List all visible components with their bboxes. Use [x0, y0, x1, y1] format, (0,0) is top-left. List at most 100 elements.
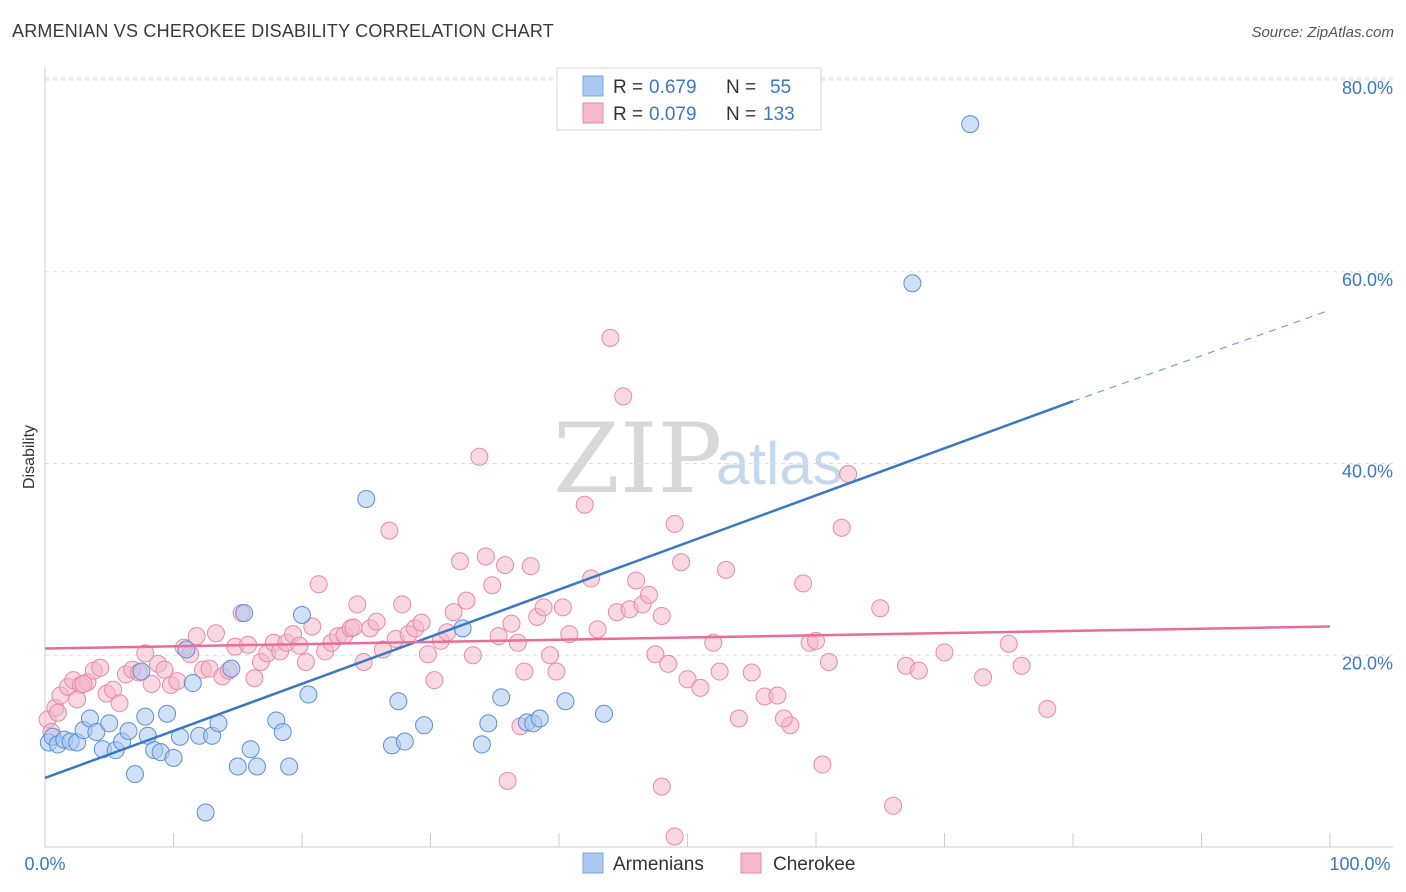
cherokee-point	[627, 571, 646, 590]
cherokee-point	[710, 662, 729, 681]
cherokee-point	[832, 518, 851, 537]
armenian-point	[164, 748, 183, 767]
armenian-points	[39, 115, 980, 822]
cherokee-point	[444, 603, 463, 622]
cherokee-point	[534, 598, 553, 617]
cherokee-point	[344, 618, 363, 637]
y-tick-label: 20.0%	[1342, 653, 1393, 673]
cherokee-point	[871, 599, 890, 618]
cherokee-point	[48, 703, 67, 722]
cherokee-point	[483, 576, 502, 595]
cherokee-point	[794, 574, 813, 593]
legend-r-value-armenians: 0.679	[649, 77, 697, 98]
cherokee-point	[91, 658, 110, 677]
cherokee-point	[1012, 656, 1031, 675]
armenian-point	[395, 732, 414, 751]
armenian-point	[241, 740, 260, 759]
armenian-point	[273, 722, 292, 741]
x-tick-label-min: 0.0%	[24, 854, 65, 874]
armenian-trend-line	[44, 400, 1074, 780]
trend-lines	[44, 309, 1331, 780]
cherokee-point	[652, 606, 671, 625]
cherokee-point	[974, 668, 993, 687]
cherokee-point	[502, 614, 521, 633]
cherokee-point	[187, 627, 206, 646]
cherokee-point	[819, 652, 838, 671]
legend-r-value-cherokee: 0.079	[649, 104, 697, 125]
cherokee-point	[729, 709, 748, 728]
armenian-point	[132, 662, 151, 681]
cherokee-point	[575, 495, 594, 514]
cherokee-point	[541, 646, 560, 665]
cherokee-point	[142, 675, 161, 694]
cherokee-point	[659, 654, 678, 673]
cherokee-point	[425, 671, 444, 690]
armenian-point	[594, 704, 613, 723]
armenian-point	[183, 674, 202, 693]
cherokee-point	[74, 675, 93, 694]
source-credit: Source: ZipAtlas.com	[1251, 24, 1394, 41]
cherokee-point	[290, 636, 309, 655]
y-tick-label: 60.0%	[1342, 270, 1393, 290]
bottom-legend-swatch-cherokee	[740, 852, 762, 874]
cherokee-point	[717, 560, 736, 579]
armenian-point	[235, 604, 254, 623]
y-tick-label: 40.0%	[1342, 462, 1393, 482]
cherokee-point	[704, 633, 723, 652]
cherokee-point	[521, 557, 540, 576]
cherokee-point	[639, 585, 658, 604]
armenian-point	[177, 640, 196, 659]
armenian-point	[389, 692, 408, 711]
armenian-point	[479, 714, 498, 733]
cherokee-point	[367, 612, 386, 631]
cherokee-point	[309, 575, 328, 594]
armenian-point	[903, 274, 922, 293]
cherokee-point	[839, 465, 858, 484]
cherokee-point	[136, 644, 155, 663]
legend-n-value-armenians: 55	[770, 77, 791, 98]
cherokee-point	[547, 662, 566, 681]
chart-title: ARMENIAN VS CHEROKEE DISABILITY CORRELAT…	[12, 21, 554, 41]
legend-swatch-cherokee	[582, 102, 604, 124]
cherokee-point	[380, 521, 399, 540]
cherokee-trend-line	[44, 625, 1331, 650]
armenian-point	[222, 659, 241, 678]
armenian-point	[158, 704, 177, 723]
cherokee-point	[665, 514, 684, 533]
cherokee-point	[206, 624, 225, 643]
armenian-point	[357, 489, 376, 508]
legend-r-label-cherokee: R =	[613, 104, 643, 125]
cherokee-point	[463, 646, 482, 665]
x-tick-label-max: 100.0%	[1329, 854, 1390, 874]
cherokee-point	[498, 771, 517, 790]
x-axis-ticks	[44, 833, 1331, 847]
cherokee-point	[68, 690, 87, 709]
legend-swatch-armenians	[582, 75, 604, 97]
y-tick-labels: 20.0% 40.0% 60.0% 80.0%	[1342, 78, 1393, 673]
armenian-point	[248, 757, 267, 776]
cherokee-point	[303, 617, 322, 636]
cherokee-point	[909, 661, 928, 680]
y-tick-label: 80.0%	[1342, 78, 1393, 98]
correlation-legend: R = 0.679 N = 55 R = 0.079 N = 133	[556, 67, 822, 131]
cherokee-point	[393, 595, 412, 614]
armenian-point	[415, 716, 434, 735]
cherokee-point	[672, 553, 691, 572]
series-legend: Armenians Cherokee	[582, 852, 855, 875]
cherokee-point	[476, 547, 495, 566]
armenian-point	[530, 709, 549, 728]
armenian-point	[293, 605, 311, 624]
armenian-point	[280, 757, 299, 776]
armenian-trend-extension	[1072, 309, 1331, 402]
cherokee-point	[774, 709, 793, 728]
cherokee-point	[296, 652, 315, 671]
watermark-zip: ZIP	[553, 403, 722, 515]
legend-n-value-cherokee: 133	[763, 104, 795, 125]
bottom-legend-swatch-armenians	[582, 852, 604, 874]
cherokee-point	[813, 755, 832, 774]
cherokee-point	[470, 447, 489, 466]
cherokee-point	[665, 827, 684, 846]
armenian-point	[125, 765, 144, 784]
armenian-point	[196, 803, 215, 822]
cherokee-point	[110, 694, 129, 713]
